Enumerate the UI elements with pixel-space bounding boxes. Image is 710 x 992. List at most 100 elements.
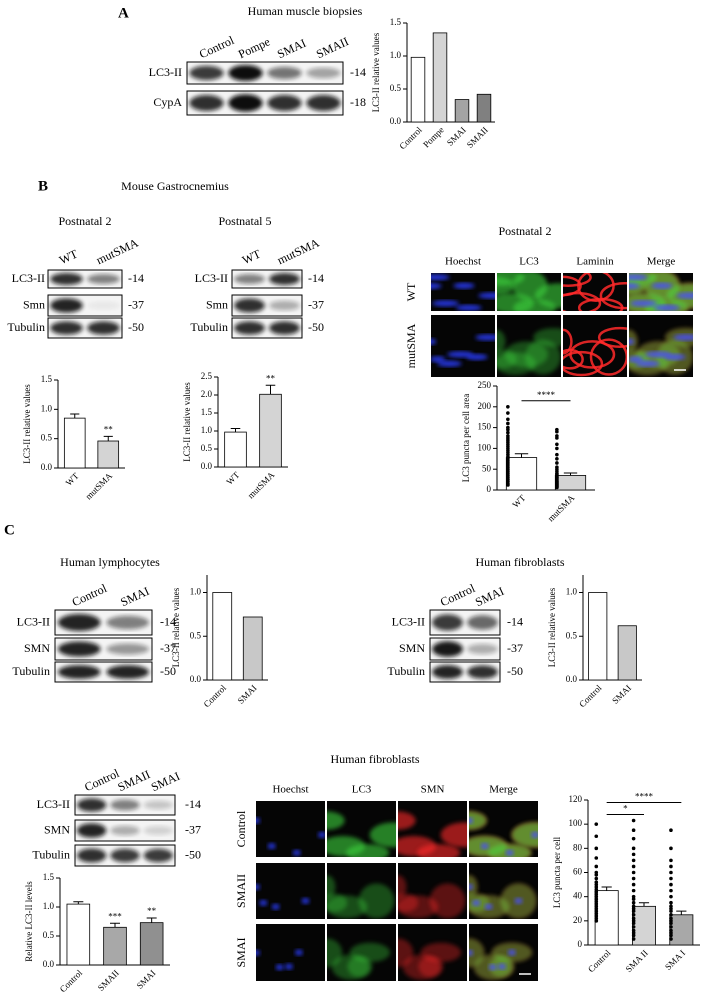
y-tick-label: 1.0 bbox=[566, 587, 578, 597]
y-tick-label: 1.0 bbox=[190, 587, 202, 597]
data-point bbox=[631, 925, 636, 929]
blot-band bbox=[306, 95, 341, 111]
blot-band bbox=[57, 641, 101, 657]
lane-label: mutSMA bbox=[94, 236, 141, 268]
data-point bbox=[631, 912, 636, 917]
row-label: LC3-II bbox=[12, 271, 45, 285]
y-tick-label: 80 bbox=[573, 842, 583, 852]
y-tick-label: 0.5 bbox=[566, 630, 578, 640]
bar bbox=[554, 475, 587, 491]
micrograph bbox=[256, 924, 325, 981]
cell-outline bbox=[597, 326, 627, 348]
nucleus bbox=[294, 949, 303, 956]
bar bbox=[212, 592, 233, 681]
data-point bbox=[631, 888, 636, 893]
y-tick-label: 0.5 bbox=[41, 433, 53, 443]
x-tick-label: Control bbox=[397, 124, 424, 151]
error-bar bbox=[146, 917, 157, 923]
size-marker: -37 bbox=[160, 641, 176, 655]
bar bbox=[66, 903, 91, 966]
nucleus bbox=[475, 334, 495, 341]
y-tick-label: 20 bbox=[573, 915, 583, 925]
micrograph bbox=[469, 801, 538, 857]
blot-band bbox=[234, 321, 265, 335]
blot-band bbox=[77, 848, 107, 863]
size-marker: -18 bbox=[350, 95, 366, 109]
x-tick-label: mutSMA bbox=[246, 469, 277, 500]
row-label: Smn bbox=[23, 297, 45, 311]
data-point bbox=[594, 876, 599, 881]
error-bar bbox=[514, 453, 529, 458]
row-label: LC3-II bbox=[149, 65, 182, 79]
nucleus bbox=[432, 300, 460, 307]
bar bbox=[63, 417, 86, 469]
blot-band bbox=[189, 95, 224, 111]
micrograph bbox=[497, 315, 561, 377]
cell-signal bbox=[512, 273, 548, 301]
y-tick-label: 1.0 bbox=[41, 403, 53, 413]
bar bbox=[505, 457, 538, 491]
panel-title: Human muscle biopsies bbox=[248, 4, 363, 18]
error-bar bbox=[265, 384, 276, 395]
data-point bbox=[555, 461, 559, 465]
cell-signal bbox=[369, 822, 396, 848]
micrograph bbox=[431, 315, 495, 377]
y-tick-label: 100 bbox=[569, 818, 583, 828]
y-axis-label: LC3 puncta per cell bbox=[552, 836, 562, 908]
blot-band bbox=[106, 665, 150, 679]
y-tick-label: 0.0 bbox=[566, 674, 578, 684]
data-point bbox=[669, 937, 673, 941]
micrograph bbox=[469, 863, 538, 919]
nucleus bbox=[484, 903, 493, 910]
nucleus bbox=[431, 356, 446, 363]
blot-band bbox=[467, 615, 498, 630]
bar bbox=[432, 32, 448, 123]
data-point bbox=[669, 925, 673, 929]
nucleus bbox=[651, 282, 673, 289]
data-point bbox=[631, 836, 636, 841]
x-tick-label: mutSMA bbox=[546, 492, 577, 523]
data-point bbox=[631, 882, 636, 887]
micrograph bbox=[256, 801, 325, 857]
nucleus bbox=[645, 351, 672, 358]
nucleus bbox=[431, 282, 442, 289]
data-point bbox=[669, 933, 673, 938]
y-tick-label: 1.0 bbox=[43, 901, 55, 911]
image-row-label: SMAI bbox=[234, 937, 248, 967]
image-row-label: mutSMA bbox=[404, 323, 418, 368]
nucleus bbox=[275, 964, 284, 971]
significance: ** bbox=[104, 424, 114, 434]
data-point bbox=[506, 417, 510, 422]
lane-label: Pompe bbox=[236, 34, 272, 61]
data-point bbox=[594, 873, 599, 877]
y-tick-label: 1.0 bbox=[201, 425, 213, 435]
lane-label: SMAI bbox=[275, 36, 308, 61]
y-tick-label: 250 bbox=[478, 380, 492, 390]
data-point bbox=[506, 411, 510, 415]
row-label: SMN bbox=[399, 641, 425, 655]
cell-outline bbox=[563, 291, 602, 311]
y-tick-label: 1.5 bbox=[43, 872, 55, 882]
y-tick-label: 0.0 bbox=[390, 116, 402, 126]
lane-label: SMAII bbox=[116, 767, 153, 794]
y-axis-label: LC3-II relative values bbox=[22, 384, 32, 464]
y-tick-label: 120 bbox=[569, 794, 583, 804]
x-tick-label: Control bbox=[202, 682, 229, 709]
micrograph-bg bbox=[256, 863, 325, 919]
error-bar bbox=[70, 413, 80, 419]
nucleus bbox=[478, 292, 495, 299]
x-tick-label: SMAI bbox=[445, 125, 468, 148]
y-tick-label: 0.5 bbox=[190, 630, 202, 640]
data-point bbox=[631, 846, 636, 851]
y-axis-label: LC3-II relative values bbox=[547, 587, 557, 667]
cell-signal bbox=[533, 328, 561, 347]
data-point bbox=[669, 876, 673, 881]
blot-band bbox=[306, 67, 341, 79]
cell-outline bbox=[569, 340, 616, 369]
cell-signal bbox=[358, 883, 395, 919]
significance: ** bbox=[266, 373, 276, 383]
image-column-label: Merge bbox=[489, 784, 518, 796]
data-point bbox=[669, 894, 673, 899]
y-tick-label: 50 bbox=[482, 463, 492, 473]
x-tick-label: Pompe bbox=[421, 125, 446, 150]
